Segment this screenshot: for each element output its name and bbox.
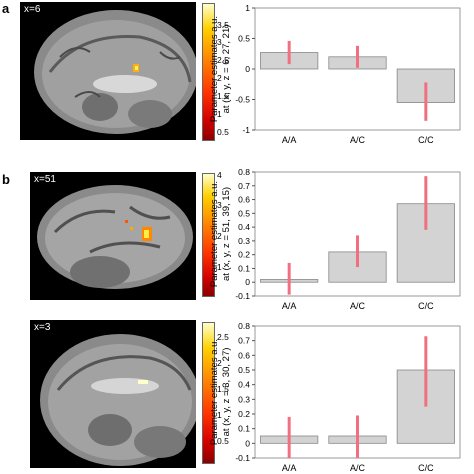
y-tick-label: 1 [245,3,250,13]
slice-label-3: x=3 [34,322,51,333]
y-tick-label: 0.8 [238,167,250,177]
brain-image-1 [34,10,196,134]
colorbar-2-tick: 4 [217,170,222,180]
y-tick-label: 0.5 [238,208,250,218]
x-category-label: C/C [418,135,434,145]
y-tick-label: -1 [242,125,250,135]
y-tick-label: 0.4 [238,222,250,232]
y-tick-label: 0 [245,64,250,74]
y-tick-label: 0.7 [238,181,250,191]
x-category-label: A/A [282,463,297,473]
colorbar-3-tick: 2 [217,358,222,368]
y-tick-label: 0.6 [238,195,250,205]
x-category-label: C/C [418,301,434,311]
x-category-label: A/A [282,301,297,311]
slice-label-1: x=6 [24,4,41,15]
y-tick-label: 0.1 [238,263,250,273]
brain-image-2 [37,185,193,289]
colorbar-1-tick: 1 [217,109,222,119]
y-tick-label: 0.7 [238,336,250,346]
y-tick-label: 0 [245,277,250,287]
panel-label-b: b [2,172,10,187]
panel-label-a: a [2,1,10,16]
colorbar-2-tick: 3 [217,200,222,210]
colorbar-1 [202,3,215,141]
y-tick-label: -0.1 [235,453,250,463]
y-tick-label: 0.2 [238,250,250,260]
y-tick-label: 0.1 [238,424,250,434]
x-category-label: C/C [418,463,434,473]
y-tick-label: 0 [245,438,250,448]
y-tick-label: -0.1 [235,291,250,301]
colorbar-2 [202,173,215,297]
colorbar-1-tick: 0.5 [217,127,229,137]
colorbar-3-tick: 1 [217,410,222,420]
x-category-label: A/C [350,463,366,473]
mri-sagittal-slice-3: x=3 [30,320,196,468]
colorbar-3-tick: 0.5 [217,436,229,446]
chart-2-frame [254,171,461,297]
mri-sagittal-slice-1: x=6 [20,2,196,140]
x-category-label: A/C [350,135,366,145]
brain-image-3 [40,334,196,466]
x-category-label: A/C [350,301,366,311]
colorbar-1-tick: 2 [217,73,222,83]
y-tick-label: 0.3 [238,236,250,246]
colorbar-3 [202,322,215,464]
colorbar-3-tick: 2.5 [217,332,229,342]
y-tick-label: 0.2 [238,409,250,419]
y-axis-label: Parameter estimates a.u. [209,16,220,122]
y-axis-label: at (x, y, z = 6, 27, 21) [221,25,232,114]
colorbar-1-tick: 3 [217,37,222,47]
colorbar-1-tick: 1.5 [217,91,229,101]
colorbar-2-tick: 1 [217,262,222,272]
y-axis-label: at (x, y, z = 3, 30, 27) [221,348,232,437]
y-axis-label: at (x, y, z = 51, 39, 15) [221,187,232,281]
y-tick-label: 0.8 [238,321,250,331]
y-tick-label: -0.5 [235,95,250,105]
colorbar-3-tick: 1.5 [217,384,229,394]
y-tick-label: 0.3 [238,394,250,404]
colorbar-1-tick: 2.5 [217,55,229,65]
slice-label-2: x=51 [34,174,56,185]
y-tick-label: 0.5 [238,365,250,375]
colorbar-2-tick: 2 [217,231,222,241]
y-tick-label: 0.6 [238,350,250,360]
mri-sagittal-slice-2: x=51 [30,172,196,300]
y-tick-label: 0.4 [238,380,250,390]
y-tick-label: 0.5 [238,34,250,44]
y-axis-label: Parameter estimates a.u. [209,181,220,287]
colorbar-1-tick: 3.5 [217,20,229,30]
x-category-label: A/A [282,135,297,145]
y-axis-label: Parameter estimates a.u. [209,339,220,445]
